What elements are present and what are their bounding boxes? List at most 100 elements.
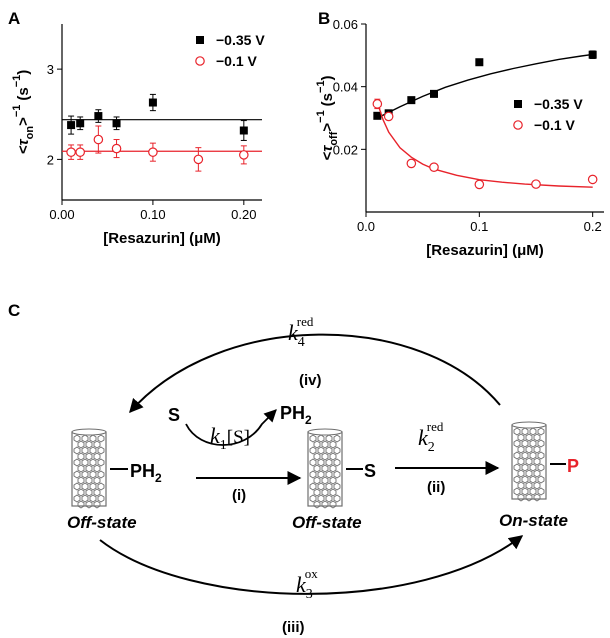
data-point [93, 134, 104, 145]
nanotube-hex [537, 475, 545, 484]
y-axis-label-part: > [319, 123, 336, 132]
nanotube-hex [537, 427, 545, 436]
nanotube-hex [521, 451, 529, 460]
nanotube-hex [533, 457, 541, 466]
nanotube-hex [329, 488, 337, 497]
nanotube-hex [77, 440, 85, 449]
nanotube-hex [329, 500, 337, 509]
nanotube-hex [309, 458, 317, 467]
legend-label: −0.35 V [216, 32, 265, 48]
nanotube-hex [77, 488, 85, 497]
y-axis-label-part: ) [15, 70, 32, 75]
y-axis-label: <τoff>−1(s−1) [315, 75, 340, 160]
legend-marker [513, 120, 523, 130]
nanotube-hex [533, 445, 541, 454]
nanotube-hex [81, 458, 89, 467]
nanotube-hex [93, 464, 101, 473]
nanotube-hex [321, 452, 329, 461]
y-axis-label-part: ) [319, 75, 336, 80]
chart-b: 0.0 0.1 0.2 0.02 0.04 0.06 [Resazurin] (μM) <τo… [315, 17, 604, 259]
x-tick-label: 0.1 [470, 219, 488, 234]
nanotube-hex [313, 452, 321, 461]
x-tick-label: 0.0 [357, 219, 375, 234]
y-axis-label-part: (s [15, 87, 32, 100]
panel-letter-a: A [8, 9, 20, 28]
nanotube-hex [529, 475, 537, 484]
nanotube-hex [525, 445, 533, 454]
nanotube-hex [513, 475, 521, 484]
nanotube-hex [85, 500, 93, 509]
legend-label: −0.1 V [216, 53, 258, 69]
y-axis-label-part: on [24, 126, 36, 140]
nanotube-hex [333, 458, 341, 467]
nanotube-hex [517, 481, 525, 490]
nanotube-hex [85, 464, 93, 473]
nanotube-hex [73, 470, 81, 479]
nanotube-hex [529, 463, 537, 472]
x-tick-label: 0.2 [584, 219, 602, 234]
y-axis-label: <τon>−1(s−1) [11, 70, 36, 155]
panel-letter-c: C [8, 301, 20, 320]
nanotube-hex [333, 446, 341, 455]
data-point [588, 50, 597, 59]
y-axis-label-part: off [328, 131, 340, 145]
nanotube-hex [521, 475, 529, 484]
nanotube-hex [309, 482, 317, 491]
nanotube-hex [309, 494, 317, 503]
data-point [112, 119, 121, 128]
nanotube-hex [537, 487, 545, 496]
nanotube-rim [71, 428, 107, 436]
y-tick-label: 0.06 [333, 17, 358, 32]
nanotube-hex [521, 487, 529, 496]
x-axis-label: [Resazurin] (μM) [426, 242, 544, 259]
data-point [407, 96, 416, 105]
nanotube-hex [529, 487, 537, 496]
nanotube-hex [313, 476, 321, 485]
nanotube-hex [517, 457, 525, 466]
data-point [475, 58, 484, 67]
nanotube-hex [89, 482, 97, 491]
nanotube-hex [325, 470, 333, 479]
rate-k2: k2red [418, 419, 444, 455]
species-ph2-left: PH2 [130, 461, 162, 485]
data-point [76, 119, 85, 128]
rate-k1: k1[S] [210, 423, 250, 453]
nanotube-hex [325, 446, 333, 455]
species-p: P [567, 456, 579, 476]
nanotube-hex [97, 434, 105, 443]
step-label-ii: (ii) [427, 479, 445, 496]
nanotube-hex [513, 463, 521, 472]
nanotube-hex [93, 500, 101, 509]
data-point [75, 147, 85, 157]
nanotube-hex [513, 427, 521, 436]
y-axis-label-part: −1 [11, 105, 23, 118]
nanotube-hex [93, 440, 101, 449]
data-point [193, 154, 204, 165]
nanotube-hex [317, 446, 325, 455]
nanotube-hex [525, 433, 533, 442]
nanotube-hex [89, 494, 97, 503]
nanotube-hex [521, 439, 529, 448]
nanotube-hex [525, 481, 533, 490]
nanotube-hex [313, 500, 321, 509]
nanotube-hex [73, 446, 81, 455]
step-label-i: (i) [232, 487, 246, 504]
nanotube-hex [525, 469, 533, 478]
nanotube-hex [317, 458, 325, 467]
nanotube-hex [533, 481, 541, 490]
nanotube-hex [89, 446, 97, 455]
nanotube-hex [329, 452, 337, 461]
nanotube-hex [521, 463, 529, 472]
nanotube-hex [317, 470, 325, 479]
nanotube-icon [511, 421, 547, 502]
nanotube-hex [85, 476, 93, 485]
nanotube-hex [313, 488, 321, 497]
x-tick-label: 0.00 [49, 207, 74, 222]
nanotube-hex [333, 470, 341, 479]
y-axis-label-part: −1 [315, 80, 327, 93]
nanotube-hex [313, 464, 321, 473]
nanotube-hex [85, 452, 93, 461]
nanotube-hex [329, 476, 337, 485]
data-point [383, 111, 394, 122]
